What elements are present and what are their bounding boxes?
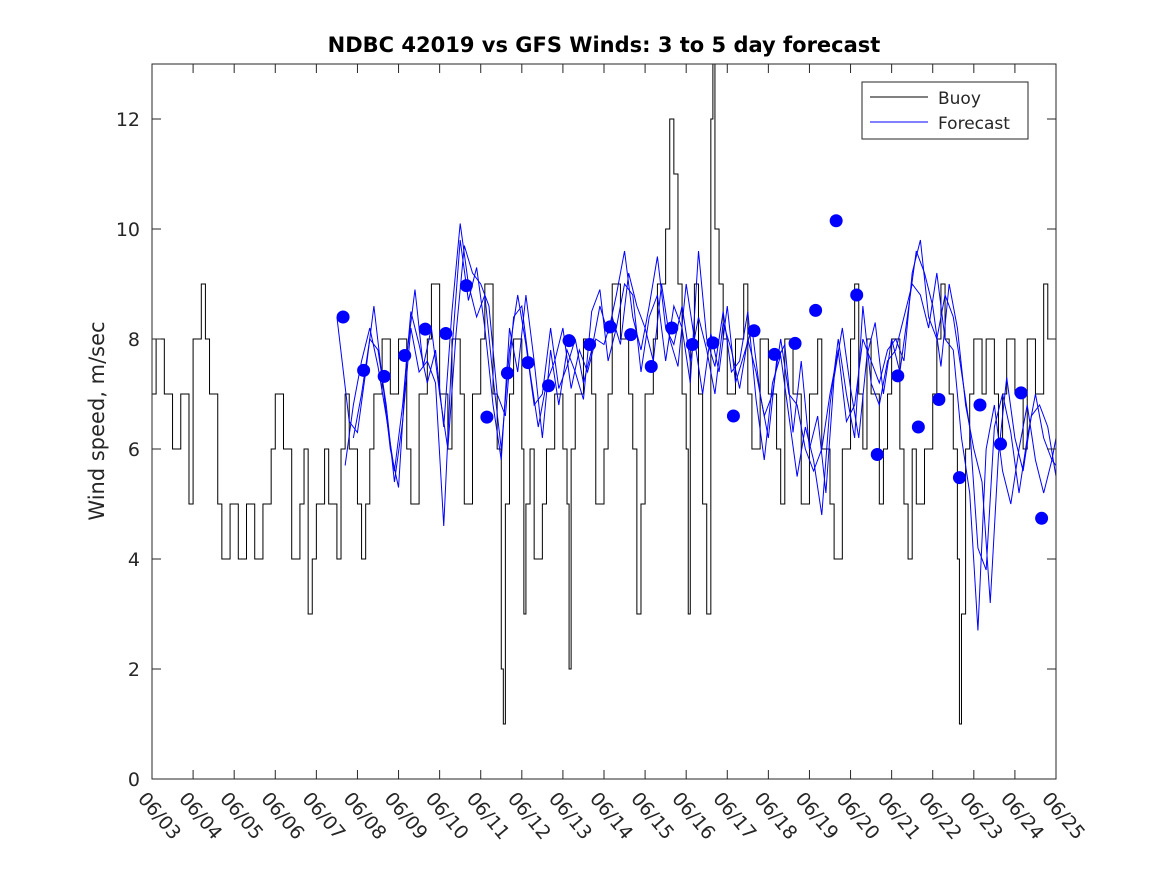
forecast-marker (418, 322, 432, 336)
forecast-marker (788, 336, 802, 350)
y-tick-label: 12 (116, 109, 140, 131)
forecast-marker (480, 410, 494, 424)
y-tick-label: 2 (128, 659, 140, 681)
forecast-marker (644, 360, 658, 373)
forecast-marker (850, 288, 864, 302)
forecast-marker (336, 310, 350, 324)
forecast-marker (932, 393, 946, 406)
buoy-series-line (152, 64, 1056, 725)
forecast-marker (911, 420, 925, 434)
forecast-marker (768, 347, 782, 361)
forecast-marker (377, 369, 391, 383)
legend-buoy-label: Buoy (938, 89, 981, 109)
marker-layer (336, 214, 1056, 525)
y-tick-label: 10 (116, 219, 140, 241)
y-axis-label: Wind speed, m/sec (85, 321, 109, 520)
forecast-marker (1014, 386, 1028, 400)
forecast-marker (439, 327, 453, 340)
legend-forecast-label: Forecast (938, 114, 1010, 134)
forecast-marker (583, 338, 597, 351)
forecast-marker (706, 336, 720, 350)
forecast-marker (994, 437, 1008, 451)
forecast-marker (624, 328, 638, 342)
forecast-series-line-3 (352, 239, 1056, 631)
legend: Buoy Forecast (861, 81, 1029, 140)
forecast-series-line-2 (344, 223, 1056, 571)
y-tick-label: 6 (128, 439, 140, 461)
plot-area (152, 64, 1056, 725)
forecast-marker (1035, 511, 1049, 525)
forecast-marker (603, 320, 617, 334)
legend-box (861, 81, 1029, 140)
forecast-marker (685, 338, 699, 351)
forecast-series-line-1 (336, 245, 1056, 604)
forecast-marker (870, 448, 884, 461)
forecast-marker (542, 379, 556, 393)
y-tick-label: 8 (128, 329, 140, 351)
forecast-marker (952, 471, 966, 485)
forecast-marker (809, 303, 823, 317)
forecast-marker (973, 398, 987, 412)
forecast-marker (357, 363, 371, 377)
forecast-marker (829, 214, 843, 228)
forecast-marker (562, 334, 576, 348)
forecast-marker (665, 321, 679, 335)
chart-title: NDBC 42019 vs GFS Winds: 3 to 5 day fore… (328, 33, 881, 57)
forecast-marker (398, 349, 412, 362)
axes (151, 63, 1057, 780)
forecast-marker (500, 366, 514, 380)
forecast-marker (891, 369, 905, 383)
series-layer (152, 64, 1056, 725)
y-tick-label: 0 (128, 769, 140, 791)
y-tick-label: 4 (128, 549, 140, 571)
forecast-marker (726, 409, 740, 423)
forecast-marker (521, 356, 535, 370)
forecast-marker (747, 324, 761, 338)
forecast-marker (459, 279, 473, 293)
